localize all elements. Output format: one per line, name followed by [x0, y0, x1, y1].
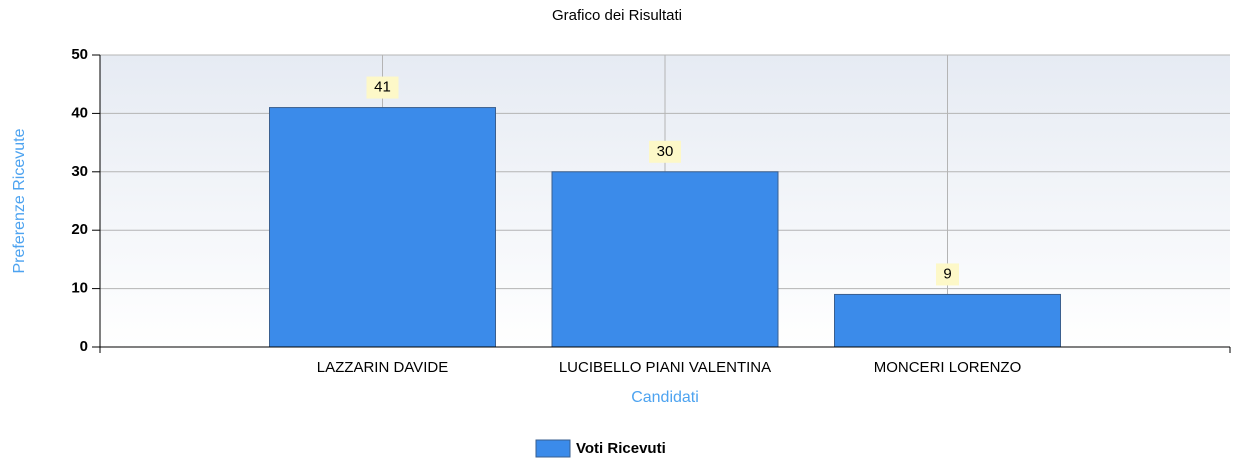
legend-label: Voti Ricevuti: [576, 440, 666, 457]
x-tick-label: LAZZARIN DAVIDE: [317, 359, 448, 376]
y-tick-label: 30: [71, 163, 88, 180]
y-tick-label: 40: [71, 104, 88, 121]
data-label: 9: [943, 265, 951, 282]
y-tick-label: 10: [71, 280, 88, 297]
data-label-bg: [649, 140, 681, 163]
bar: [269, 107, 496, 348]
y-tick-label: 50: [71, 46, 88, 63]
chart-title: Grafico dei Risultati: [552, 7, 682, 24]
y-tick-label: 0: [80, 338, 88, 355]
bar: [834, 293, 1061, 348]
x-tick-label: LUCIBELLO PIANI VALENTINA: [559, 359, 771, 376]
data-label: 41: [374, 79, 391, 96]
x-tick-label: MONCERI LORENZO: [874, 359, 1022, 376]
bar: [551, 171, 779, 348]
y-axis-title: Preferenze Ricevute: [11, 128, 28, 273]
data-label: 30: [657, 143, 674, 160]
data-label-bg: [366, 76, 399, 99]
y-tick-label: 20: [71, 221, 88, 238]
x-axis-title: Candidati: [631, 389, 699, 406]
legend-swatch: [535, 439, 571, 458]
data-label-bg: [936, 263, 959, 286]
